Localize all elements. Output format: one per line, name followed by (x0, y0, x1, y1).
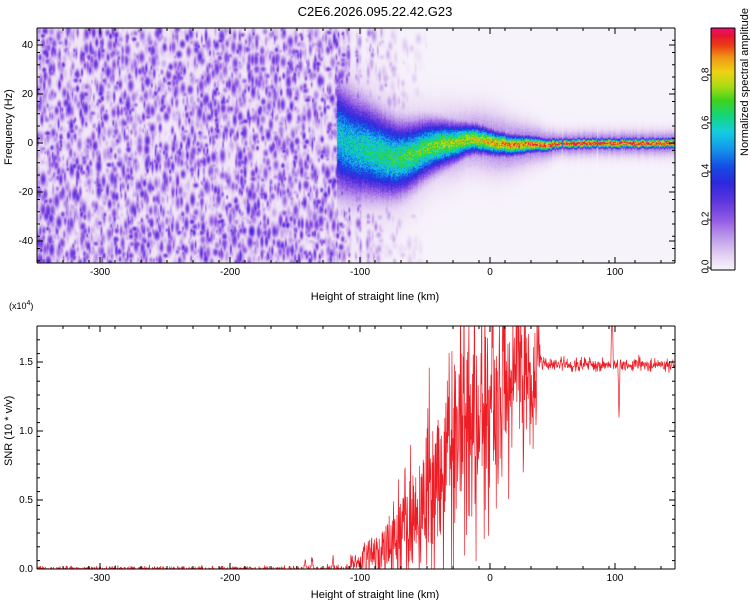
svg-text:1.5: 1.5 (19, 357, 33, 368)
svg-text:-100: -100 (350, 573, 370, 584)
svg-text:100: 100 (607, 573, 624, 584)
svg-text:-100: -100 (350, 267, 370, 278)
svg-text:0: 0 (487, 267, 493, 278)
svg-text:-200: -200 (220, 573, 240, 584)
svg-text:40: 40 (22, 40, 34, 51)
svg-text:0.0: 0.0 (19, 564, 33, 575)
svg-text:100: 100 (607, 267, 624, 278)
svg-text:0.5: 0.5 (19, 495, 33, 506)
svg-text:1.0: 1.0 (19, 426, 33, 437)
svg-text:-40: -40 (19, 236, 34, 247)
svg-text:0: 0 (487, 573, 493, 584)
svg-text:-300: -300 (90, 573, 110, 584)
svg-text:20: 20 (22, 89, 34, 100)
svg-text:-300: -300 (90, 267, 110, 278)
svg-text:0: 0 (27, 138, 33, 149)
svg-text:-20: -20 (19, 187, 34, 198)
svg-text:-200: -200 (220, 267, 240, 278)
